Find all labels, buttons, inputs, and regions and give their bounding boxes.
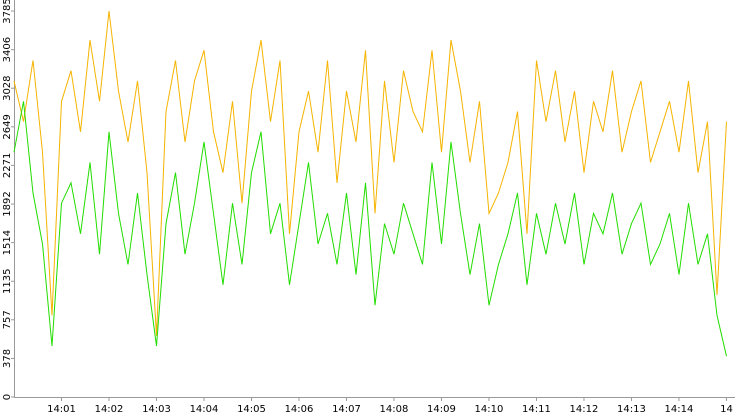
x-tick-label: 14:02	[95, 404, 124, 415]
y-tick-label: 378	[2, 349, 13, 368]
x-tick-label: 14	[720, 404, 733, 415]
x-tick-label: 14:12	[570, 404, 599, 415]
x-tick-label: 14:10	[475, 404, 504, 415]
y-tick-label: 3785	[2, 0, 13, 24]
x-tick-label: 14:13	[617, 404, 646, 415]
x-tick-label: 14:11	[522, 404, 551, 415]
y-tick-label: 0	[2, 394, 13, 400]
x-tick-label: 14:06	[285, 404, 314, 415]
x-tick-label: 14:09	[427, 404, 456, 415]
y-tick-label: 1892	[2, 191, 13, 216]
y-tick-label: 757	[2, 310, 13, 329]
x-tick-label: 14:07	[332, 404, 361, 415]
y-tick-label: 2271	[2, 153, 13, 178]
series-line	[13, 10, 727, 336]
y-tick-label: 1514	[2, 230, 13, 255]
x-tick-label: 14:04	[190, 404, 219, 415]
series-line	[13, 101, 727, 357]
x-tick-label: 14:08	[380, 404, 409, 415]
x-tick-label: 14:01	[47, 404, 76, 415]
x-tick-label: 14:14	[665, 404, 694, 415]
y-tick-label: 3406	[2, 37, 13, 62]
x-tick-label: 14:05	[237, 404, 266, 415]
y-tick-label: 1135	[2, 269, 13, 294]
x-tick-label: 14:03	[142, 404, 171, 415]
y-tick-label: 2649	[2, 114, 13, 139]
y-tick-label: 3028	[2, 75, 13, 100]
